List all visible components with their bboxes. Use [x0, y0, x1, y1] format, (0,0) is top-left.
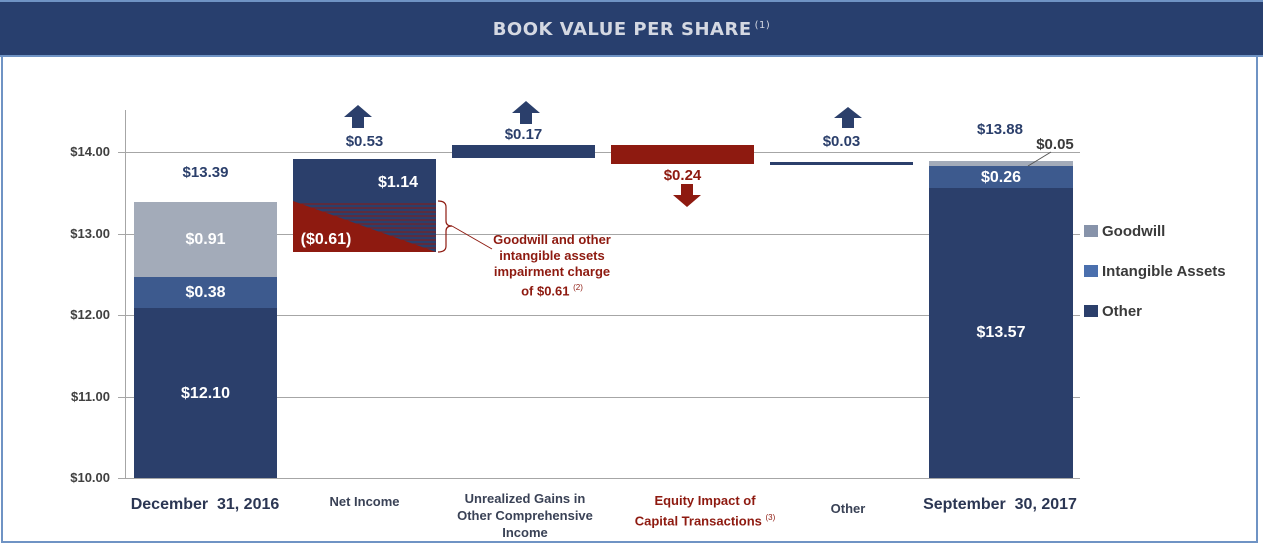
bar-sep2017-intangible — [929, 166, 1073, 188]
net-income-positive-label: $1.14 — [377, 174, 419, 191]
category-net-income: Net Income — [329, 494, 400, 509]
gridline-13 — [118, 234, 1080, 235]
chart-title: BOOK VALUE PER SHARE (1) — [492, 19, 771, 40]
bar-dec2016-goodwill — [134, 202, 277, 277]
dec2016-intangible-label: $0.38 — [185, 284, 226, 301]
legend-swatch-intangible — [1084, 265, 1098, 277]
bar-net-income-impairment — [293, 201, 436, 252]
legend-intangible-assets: Intangible Assets — [1084, 263, 1226, 280]
category-equity: Equity Impact of Capital Transactions (3) — [634, 493, 776, 529]
sep2017-other-label: $13.57 — [976, 324, 1026, 341]
bar-equity-impact — [611, 145, 754, 164]
category-sep2017: September 30, 2017 — [923, 496, 1077, 513]
net-income-negative-label: ($0.61) — [300, 231, 352, 248]
arrow-up-icon — [512, 101, 540, 124]
bar-dec2016-other — [134, 308, 277, 478]
legend-goodwill: Goodwill — [1084, 223, 1165, 240]
category-dec2016: December 31, 2016 — [130, 496, 280, 513]
dec2016-other-label: $12.10 — [181, 385, 230, 402]
net-income-change-label: $0.53 — [345, 133, 384, 150]
chart-frame — [1, 57, 1258, 543]
arrow-up-icon — [834, 107, 862, 128]
dec2016-goodwill-label: $0.91 — [185, 231, 226, 248]
y-tick-10: $10.00 — [70, 470, 110, 485]
sep2017-total-label: $13.88 — [977, 121, 1023, 138]
gridline-11 — [118, 397, 1080, 398]
y-axis — [125, 110, 126, 479]
legend-swatch-goodwill — [1084, 225, 1098, 237]
bar-dec2016-intangible — [134, 277, 277, 308]
ugoci-change-label: $0.17 — [504, 126, 543, 143]
other-change-label: $0.03 — [822, 133, 861, 150]
gridline-12 — [118, 315, 1080, 316]
legend-other: Other — [1084, 303, 1142, 320]
impairment-annotation: Goodwill and other intangible assets imp… — [493, 232, 611, 299]
arrow-up-icon — [344, 105, 372, 128]
equity-change-label: $0.24 — [663, 167, 702, 184]
impairment-bracket — [437, 200, 493, 253]
bar-ugoci — [452, 145, 595, 158]
bar-sep2017-goodwill — [929, 161, 1073, 166]
bar-other-change — [770, 162, 913, 165]
y-tick-12: $12.00 — [70, 307, 110, 322]
y-tick-11: $11.00 — [70, 389, 110, 404]
arrow-down-icon — [673, 184, 701, 207]
dec2016-total-label: $13.39 — [182, 164, 229, 181]
bar-net-income-positive — [293, 159, 436, 201]
sep2017-intangible-label: $0.26 — [980, 169, 1022, 186]
y-tick-13: $13.00 — [70, 226, 110, 241]
legend-swatch-other — [1084, 305, 1098, 317]
chart-title-bar: BOOK VALUE PER SHARE (1) — [0, 0, 1263, 57]
category-ugoci: Unrealized Gains in Other Comprehensive In… — [457, 491, 593, 540]
gridline-14 — [118, 152, 1080, 153]
category-other: Other — [830, 501, 866, 516]
gridline-10 — [118, 478, 1080, 479]
y-tick-14: $14.00 — [70, 144, 110, 159]
sep2017-goodwill-label: $0.05 — [1036, 136, 1074, 153]
bar-sep2017-other — [929, 188, 1073, 478]
goodwill-leader-line — [1027, 151, 1052, 167]
